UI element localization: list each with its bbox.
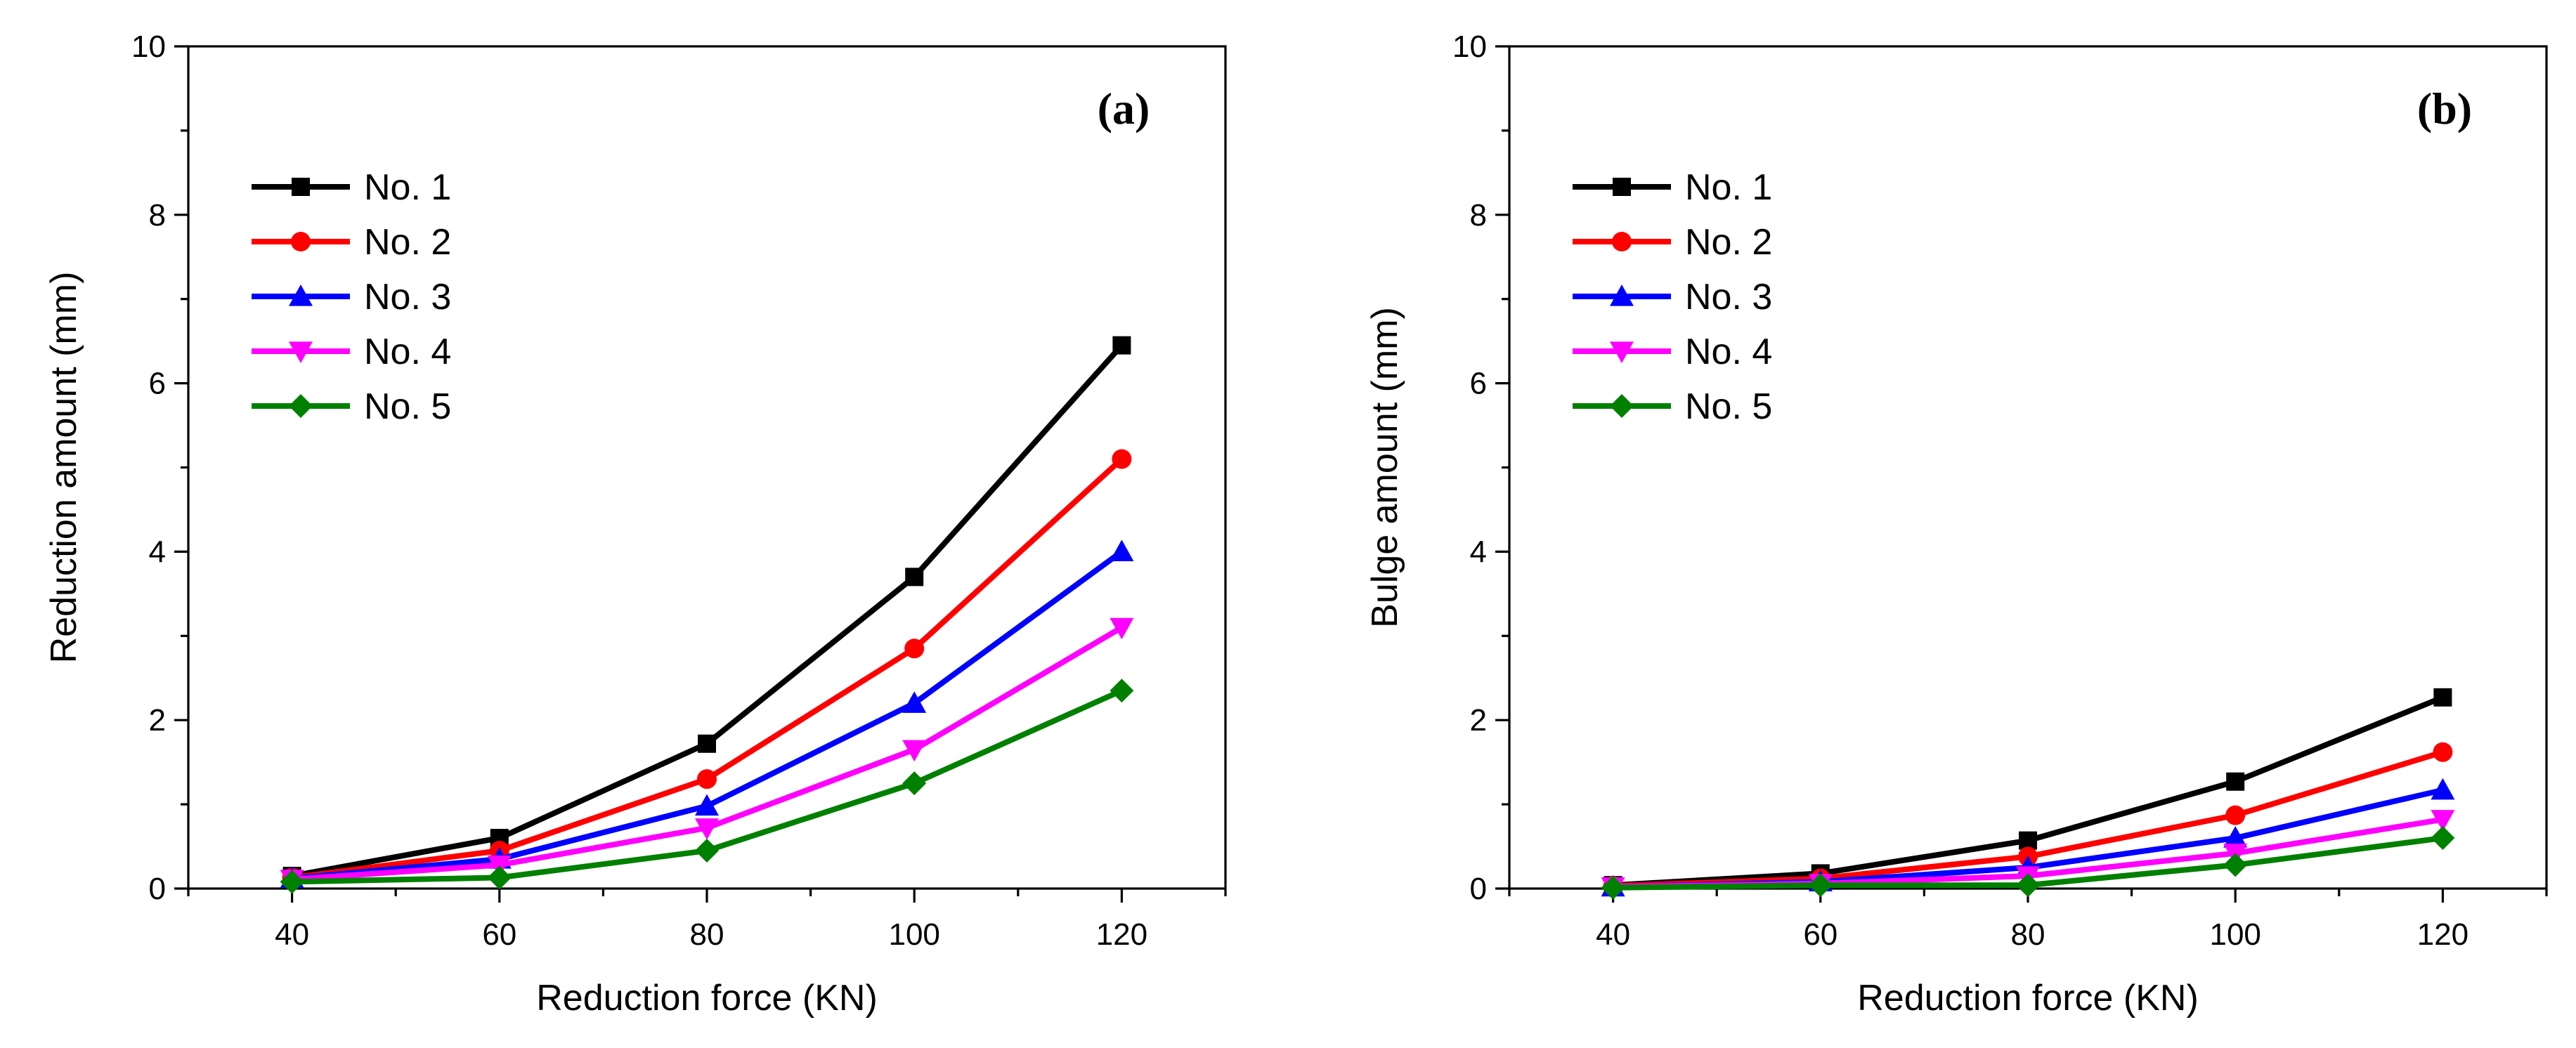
data-point [1110,617,1134,640]
data-point [695,839,719,863]
y-axis-title: Bulge amount (mm) [1365,307,1405,628]
legend-label: No. 2 [1685,222,1772,263]
legend-label: No. 5 [364,386,451,427]
data-point [695,794,719,816]
x-tick-label: 100 [888,917,939,952]
y-tick-label: 10 [1452,30,1487,64]
x-tick-label: 40 [275,917,309,952]
data-point [2226,772,2245,791]
x-tick-label: 80 [2011,917,2045,952]
data-point [1110,679,1134,703]
plot-frame [187,45,1227,890]
legend-label: No. 5 [1685,386,1772,427]
legend-marker [289,341,313,363]
legend-marker [292,178,310,196]
data-point [698,734,716,753]
x-tick-label: 100 [2209,917,2260,952]
chart-panel-a: 40 60 80 100 120 0 2 4 6 8 10 Reduction force (KN) R… [44,30,1227,1018]
legend-marker [289,284,313,306]
data-point [2225,805,2246,825]
panel-label: (b) [2417,84,2472,133]
legend-item: No. 1 [252,167,451,208]
legend-marker [1613,178,1631,196]
data-point [280,870,304,894]
data-point [697,769,717,790]
data-point [2019,831,2037,850]
y-tick-label: 0 [149,872,166,906]
data-point [1808,873,1833,898]
legend-marker [1610,394,1634,418]
legend-label: No. 3 [1685,277,1772,317]
data-point [2433,742,2453,762]
data-point [1112,449,1132,469]
x-axis-title: Reduction force (KN) [1857,978,2199,1018]
data-point [902,691,927,713]
y-tick-label: 8 [149,198,166,232]
data-point [904,638,925,659]
x-tick-label: 60 [482,917,516,952]
legend-item: No. 1 [1573,167,1772,208]
legend-item: No. 4 [252,332,451,372]
y-tick-label: 2 [149,703,166,738]
y-axis-title: Reduction amount (mm) [44,272,84,664]
y-tick-label: 4 [149,535,166,569]
legend-marker [1610,341,1634,363]
legend-label: No. 3 [364,277,451,317]
data-point [905,568,924,587]
x-tick-label: 60 [1803,917,1837,952]
legend-label: No. 4 [364,332,451,372]
y-tick-label: 10 [131,30,166,64]
data-point [2223,853,2248,877]
y-tick-label: 6 [149,367,166,401]
plot-frame [1508,45,2548,890]
legend-label: No. 1 [1685,167,1772,208]
legend-marker [291,232,311,251]
x-tick-label: 40 [1596,917,1630,952]
y-tick-label: 6 [1470,367,1487,401]
data-point [487,865,512,890]
y-tick-label: 4 [1470,535,1487,569]
legend-marker [1610,284,1634,306]
data-point [1110,539,1134,561]
legend-label: No. 1 [364,167,451,208]
x-tick-label: 120 [2417,917,2468,952]
data-point [2433,688,2452,707]
legend-label: No. 2 [364,222,451,263]
legend-marker [289,394,313,418]
data-point [902,771,927,796]
data-point [2431,826,2455,851]
legend-item: No. 4 [1573,332,1772,372]
y-tick-label: 0 [1470,872,1487,906]
legend-label: No. 4 [1685,332,1772,372]
data-point [2431,810,2455,832]
panel-label: (a) [1098,84,1150,133]
legend-item: No. 2 [1573,222,1772,263]
legend-marker [1612,232,1632,251]
data-point [695,818,719,840]
legend-item: No. 2 [252,222,451,263]
data-point [1601,875,1625,900]
data-point [2016,873,2040,898]
legend-item: No. 3 [252,277,451,317]
legend-item: No. 5 [1573,386,1772,427]
x-tick-label: 120 [1096,917,1147,952]
data-point [1112,336,1131,355]
data-point [2431,778,2455,800]
data-point [2223,826,2248,848]
y-tick-label: 2 [1470,703,1487,738]
chart-panel-b: 40 60 80 100 120 0 2 4 6 8 10 Reduction force (KN) B… [1365,30,2548,1018]
x-axis-title: Reduction force (KN) [536,978,878,1018]
y-tick-label: 8 [1470,198,1487,232]
data-point [902,740,927,762]
x-tick-label: 80 [690,917,724,952]
legend-item: No. 5 [252,386,451,427]
legend-item: No. 3 [1573,277,1772,317]
